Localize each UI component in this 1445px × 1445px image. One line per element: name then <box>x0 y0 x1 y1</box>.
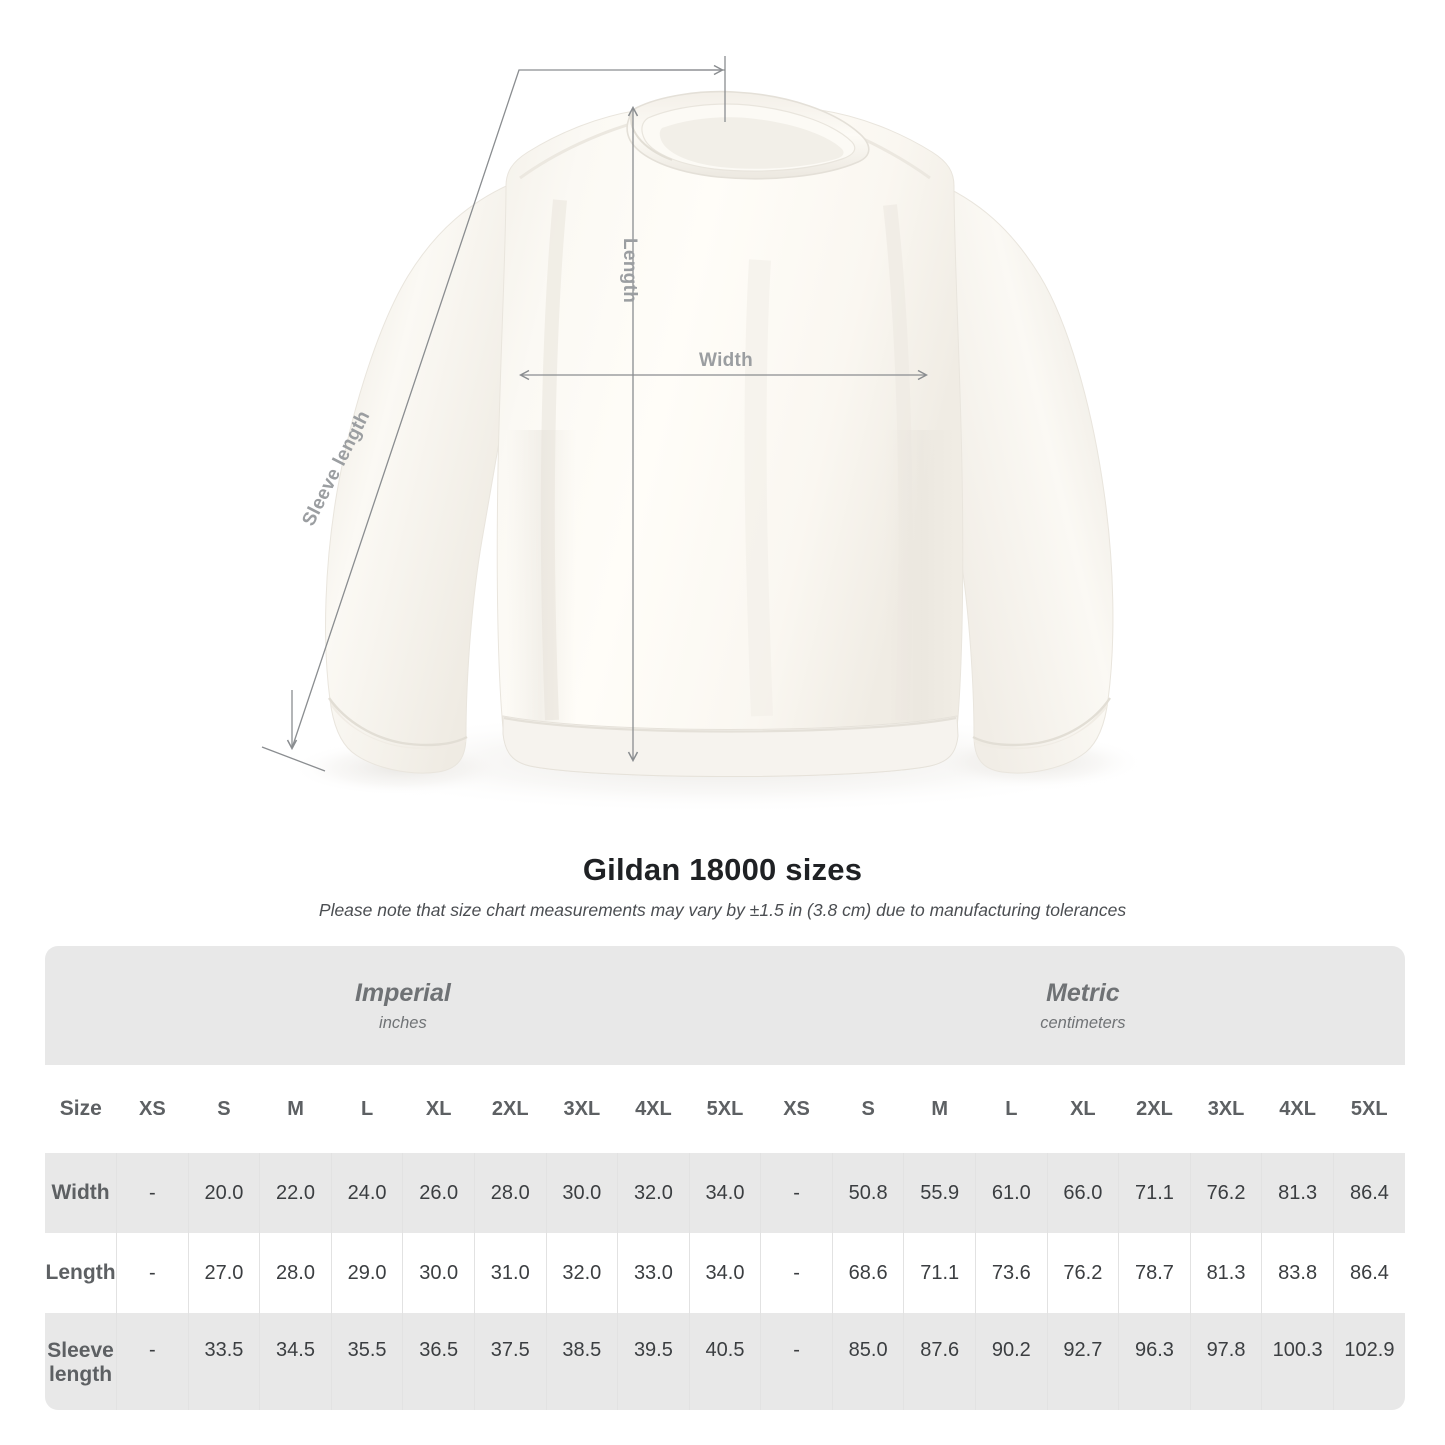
cell-sleeve-metric-xs: - <box>760 1313 833 1410</box>
cell-width-imperial-4xl: 32.0 <box>617 1153 690 1233</box>
cell-width-metric-2xl: 71.1 <box>1118 1153 1191 1233</box>
size-header-imperial-l: L <box>331 1065 403 1153</box>
cell-width-metric-xs: - <box>760 1153 833 1233</box>
size-header-metric-4xl: 4XL <box>1261 1065 1334 1153</box>
cell-length-metric-s: 68.6 <box>831 1233 904 1313</box>
cell-length-metric-5xl: 86.4 <box>1332 1233 1405 1313</box>
size-header-imperial-m: M <box>259 1065 332 1153</box>
size-header-imperial-xs: XS <box>116 1065 189 1153</box>
size-header-metric-m: M <box>903 1065 976 1153</box>
width-label: Width <box>699 350 754 371</box>
cell-width-imperial-3xl: 30.0 <box>545 1153 618 1233</box>
size-table: Imperial inches Metric centimeters Size … <box>45 946 1405 1410</box>
size-header-metric-xl: XL <box>1047 1065 1119 1153</box>
unit-sub-imperial: inches <box>379 1014 427 1033</box>
cell-sleeve-imperial-s: 33.5 <box>187 1313 260 1410</box>
cell-length-metric-xl: 76.2 <box>1046 1233 1119 1313</box>
cell-width-imperial-s: 20.0 <box>187 1153 260 1233</box>
tolerance-note: Please note that size chart measurements… <box>318 900 1127 920</box>
cell-width-metric-m: 55.9 <box>903 1153 976 1233</box>
cell-length-metric-3xl: 81.3 <box>1189 1233 1262 1313</box>
row-label-length: Length <box>45 1233 117 1313</box>
size-header-imperial-3xl: 3XL <box>546 1065 618 1153</box>
table-row-length: Length - 27.0 28.0 29.0 30.0 31.0 32.0 3… <box>45 1233 1405 1313</box>
size-header-row: Size XS S M L XL 2XL 3XL 4XL 5XL XS S M … <box>45 1065 1405 1153</box>
size-header-metric-2xl: 2XL <box>1118 1065 1191 1153</box>
cell-length-metric-4xl: 83.8 <box>1261 1233 1334 1313</box>
cell-sleeve-metric-3xl: 97.8 <box>1189 1313 1262 1410</box>
cell-length-imperial-l: 29.0 <box>330 1233 403 1313</box>
cell-length-imperial-3xl: 32.0 <box>545 1233 618 1313</box>
cell-sleeve-imperial-xl: 36.5 <box>402 1313 475 1410</box>
cell-width-metric-3xl: 76.2 <box>1189 1153 1262 1233</box>
garment-diagram: Length Width Sleeve length <box>261 56 1445 814</box>
cell-width-imperial-5xl: 34.0 <box>688 1153 761 1233</box>
cell-sleeve-metric-2xl: 96.3 <box>1118 1313 1191 1410</box>
size-header-imperial-4xl: 4XL <box>617 1065 690 1153</box>
size-header-metric-xs: XS <box>760 1065 833 1153</box>
cell-length-metric-m: 71.1 <box>903 1233 976 1313</box>
table-row-width: Width - 20.0 22.0 24.0 26.0 28.0 30.0 32… <box>45 1153 1405 1233</box>
unit-name-metric: Metric <box>1046 978 1120 1007</box>
cell-sleeve-imperial-4xl: 39.5 <box>617 1313 690 1410</box>
cell-sleeve-metric-s: 85.0 <box>831 1313 904 1410</box>
cell-width-metric-4xl: 81.3 <box>1261 1153 1334 1233</box>
cell-sleeve-imperial-5xl: 40.5 <box>688 1313 761 1410</box>
cell-width-imperial-xs: - <box>116 1153 189 1233</box>
cell-length-imperial-2xl: 31.0 <box>473 1233 547 1313</box>
table-row-sleeve-length: Sleeve length - 33.5 34.5 35.5 36.5 37.5… <box>45 1313 1405 1410</box>
size-header-metric-5xl: 5XL <box>1333 1065 1405 1153</box>
size-header-imperial-xl: XL <box>402 1065 475 1153</box>
cell-sleeve-imperial-3xl: 38.5 <box>545 1313 618 1410</box>
unit-cell-imperial: Imperial inches <box>45 946 761 1065</box>
cell-length-imperial-s: 27.0 <box>187 1233 260 1313</box>
cell-sleeve-imperial-l: 35.5 <box>330 1313 403 1410</box>
cell-width-imperial-l: 24.0 <box>330 1153 403 1233</box>
cell-length-imperial-xs: - <box>116 1233 189 1313</box>
cell-length-metric-xs: - <box>760 1233 833 1313</box>
cell-sleeve-metric-4xl: 100.3 <box>1261 1313 1334 1410</box>
cell-length-imperial-5xl: 34.0 <box>688 1233 761 1313</box>
cell-width-metric-l: 61.0 <box>975 1153 1048 1233</box>
unit-cell-metric: Metric centimeters <box>760 946 1405 1065</box>
cell-sleeve-imperial-2xl: 37.5 <box>473 1313 547 1410</box>
unit-name-imperial: Imperial <box>354 978 451 1007</box>
cell-length-metric-2xl: 78.7 <box>1118 1233 1191 1313</box>
length-label: Length <box>619 238 640 304</box>
size-header-metric-3xl: 3XL <box>1190 1065 1262 1153</box>
sleeve-bottom-tick <box>261 746 326 772</box>
cell-sleeve-imperial-xs: - <box>116 1313 189 1410</box>
cell-width-metric-5xl: 86.4 <box>1332 1153 1405 1233</box>
size-header-metric-s: S <box>832 1065 904 1153</box>
unit-sub-metric: centimeters <box>1040 1014 1126 1033</box>
size-table-container: Imperial inches Metric centimeters Size … <box>45 946 1405 1410</box>
page-title: Gildan 18000 sizes <box>582 852 863 887</box>
size-header-metric-l: L <box>975 1065 1048 1153</box>
garment-illustration <box>290 90 1145 814</box>
cell-length-metric-l: 73.6 <box>975 1233 1048 1313</box>
size-header-imperial-s: S <box>188 1065 260 1153</box>
cell-width-metric-s: 50.8 <box>831 1153 904 1233</box>
cell-width-imperial-xl: 26.0 <box>402 1153 475 1233</box>
row-label-sleeve-length: Sleeve length <box>45 1313 117 1410</box>
cell-width-imperial-m: 22.0 <box>259 1153 332 1233</box>
cell-sleeve-imperial-m: 34.5 <box>259 1313 332 1410</box>
measurement-lines <box>261 56 1445 772</box>
size-header-label: Size <box>45 1065 117 1153</box>
cell-width-metric-xl: 66.0 <box>1046 1153 1119 1233</box>
cell-sleeve-metric-m: 87.6 <box>903 1313 976 1410</box>
cell-length-imperial-4xl: 33.0 <box>617 1233 690 1313</box>
unit-band-row: Imperial inches Metric centimeters <box>45 946 1405 1065</box>
cell-length-imperial-xl: 30.0 <box>402 1233 475 1313</box>
cell-sleeve-metric-xl: 92.7 <box>1046 1313 1119 1410</box>
cell-sleeve-metric-l: 90.2 <box>975 1313 1048 1410</box>
cell-sleeve-metric-5xl: 102.9 <box>1332 1313 1405 1410</box>
cell-width-imperial-2xl: 28.0 <box>473 1153 547 1233</box>
size-header-imperial-2xl: 2XL <box>474 1065 547 1153</box>
cell-length-imperial-m: 28.0 <box>259 1233 332 1313</box>
row-label-width: Width <box>45 1153 117 1233</box>
size-header-imperial-5xl: 5XL <box>689 1065 761 1153</box>
